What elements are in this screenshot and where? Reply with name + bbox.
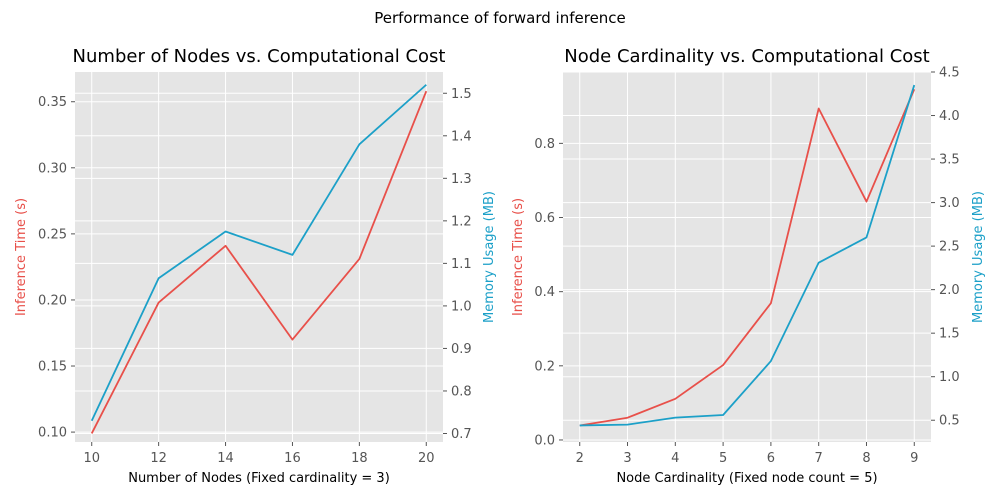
y-right-tick-label: 1.4: [451, 129, 472, 144]
y-left-tick-label: 0.25: [38, 227, 67, 242]
y-left-tick-label: 0.4: [534, 285, 555, 300]
y-right-tick-label: 3.0: [939, 196, 960, 211]
x-axis-label: Node Cardinality (Fixed node count = 5): [616, 471, 877, 486]
x-tick-label: 20: [418, 451, 435, 466]
y-right-tick-label: 1.0: [939, 370, 960, 385]
y-right-tick-label: 3.5: [939, 153, 960, 168]
y-right-tick-label: 1.2: [451, 214, 472, 229]
y-left-tick-label: 0.10: [38, 426, 67, 441]
x-axis-label: Number of Nodes (Fixed cardinality = 3): [128, 471, 390, 486]
y-left-axis-label: Inference Time (s): [14, 198, 29, 316]
inference-time-line: [579, 88, 916, 427]
y-left-tick-label: 0.0: [534, 433, 555, 448]
y-right-tick-label: 1.5: [451, 87, 472, 102]
y-right-tick-label: 0.8: [451, 384, 472, 399]
y-left-tick-label: 0.35: [38, 95, 67, 110]
y-right-tick-label: 1.0: [451, 299, 472, 314]
x-tick-label: 3: [623, 451, 631, 466]
plots-group: 10 12 14 16 18 200.100.150.200.250.300.350.70…: [14, 46, 986, 486]
y-right-tick-label: 4.5: [939, 66, 960, 81]
x-tick-label: 4: [671, 451, 679, 466]
x-tick-label: 12: [150, 451, 167, 466]
x-tick-label: 2: [576, 451, 584, 466]
plot-area: [75, 72, 443, 442]
y-left-tick-label: 0.30: [38, 161, 67, 176]
x-tick-label: 10: [83, 451, 100, 466]
x-tick-label: 8: [862, 451, 870, 466]
x-tick-label: 18: [351, 451, 368, 466]
memory-usage-line: [579, 84, 916, 427]
y-right-tick-label: 4.0: [939, 109, 960, 124]
inference-time-line: [90, 90, 428, 434]
x-tick-label: 9: [910, 451, 918, 466]
subplot-2: 2 3 4 5 6 7 8 9 0.0 0.2 0.4 0.6 0.8 0.5 1.0 1.5 2.0 2.5 3.…: [511, 46, 986, 486]
y-right-tick-label: 1.3: [451, 172, 472, 187]
y-right-tick-label: 0.9: [451, 342, 472, 357]
y-left-tick-label: 0.15: [38, 360, 67, 375]
plot-area: [563, 72, 931, 442]
x-tick-label: 6: [767, 451, 775, 466]
subplot-title: Node Cardinality vs. Computational Cost: [564, 46, 929, 67]
y-right-tick-label: 0.7: [451, 427, 472, 442]
x-tick-label: 14: [217, 451, 234, 466]
y-left-tick-label: 0.20: [38, 293, 67, 308]
y-right-tick-label: 0.5: [939, 414, 960, 429]
y-left-tick-label: 0.8: [534, 137, 555, 152]
y-right-axis-label: Memory Usage (MB): [971, 191, 986, 323]
subplot-title: Number of Nodes vs. Computational Cost: [73, 46, 446, 67]
y-left-axis-label: Inference Time (s): [511, 198, 526, 316]
y-left-tick-label: 0.2: [534, 359, 555, 374]
memory-usage-line: [90, 84, 427, 422]
figure-suptitle: Performance of forward inference: [374, 9, 626, 27]
y-right-tick-label: 2.0: [939, 283, 960, 298]
y-right-tick-label: 1.5: [939, 327, 960, 342]
x-tick-label: 16: [284, 451, 301, 466]
y-right-tick-label: 1.1: [451, 257, 472, 272]
x-tick-label: 7: [815, 451, 823, 466]
x-tick-label: 5: [719, 451, 727, 466]
y-right-axis-label: Memory Usage (MB): [482, 191, 497, 323]
y-right-tick-label: 2.5: [939, 240, 960, 255]
y-left-tick-label: 0.6: [534, 211, 555, 226]
subplot-1: 10 12 14 16 18 20 0.10 0.15 0.20 0.25 0.30 0.35 0.7 0…: [14, 46, 497, 486]
